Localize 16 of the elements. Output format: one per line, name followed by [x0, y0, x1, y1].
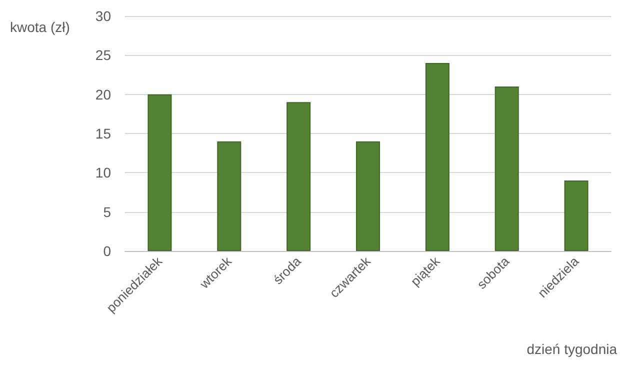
y-tick-label: 0 [103, 243, 112, 259]
y-tick-label: 10 [95, 164, 112, 181]
bar [286, 102, 311, 251]
bar [564, 180, 588, 251]
bar [148, 94, 172, 251]
x-axis-title: dzień tygodnia [526, 341, 618, 357]
bar [217, 141, 242, 251]
y-tick-label: 5 [103, 204, 112, 220]
bar [494, 86, 519, 251]
y-tick-label: 30 [95, 8, 112, 24]
bar [425, 63, 450, 251]
bar [356, 141, 380, 251]
y-axis-title: kwota (zł) [10, 19, 70, 35]
y-tick-label: 15 [95, 126, 112, 142]
y-tick-label: 25 [95, 47, 112, 64]
y-tick-label: 20 [95, 86, 112, 102]
